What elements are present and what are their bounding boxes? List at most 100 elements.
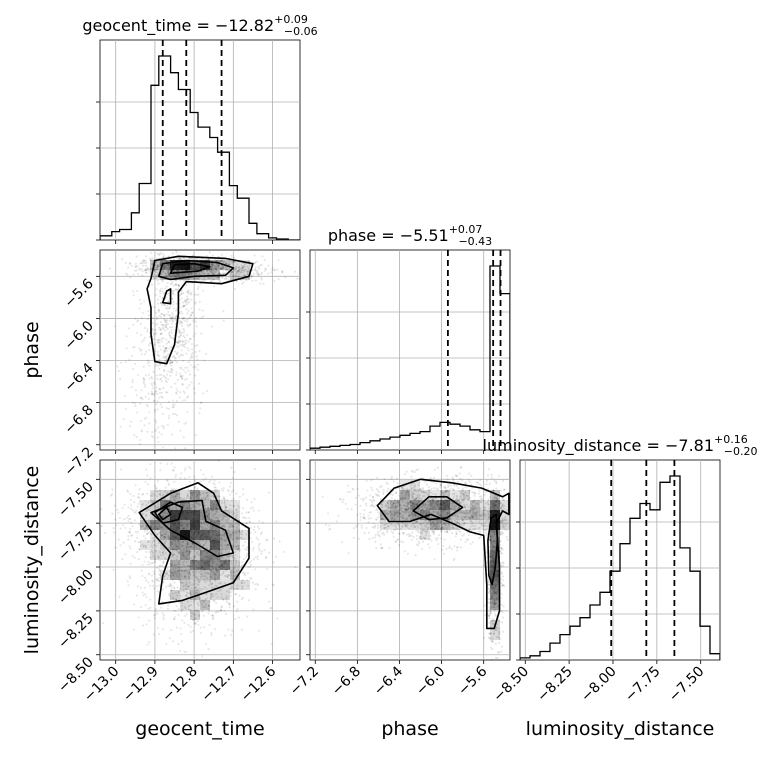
- sample-point: [170, 571, 173, 574]
- sample-point: [213, 577, 216, 580]
- sample-point: [169, 370, 172, 374]
- sample-point: [150, 525, 153, 529]
- sample-point: [235, 513, 238, 517]
- sample-point: [161, 562, 165, 565]
- sample-point: [187, 361, 190, 364]
- sample-point: [207, 612, 210, 615]
- sample-point: [175, 269, 178, 272]
- sample-point: [296, 277, 299, 280]
- sample-point: [185, 583, 188, 586]
- sample-point: [160, 373, 163, 376]
- sample-point: [210, 504, 213, 507]
- sample-point: [163, 520, 166, 523]
- sample-point: [174, 413, 177, 416]
- sample-point: [169, 374, 172, 377]
- sample-point: [171, 317, 174, 320]
- sample-point: [196, 588, 199, 591]
- sample-point: [190, 313, 193, 316]
- sample-point: [194, 501, 197, 504]
- sample-point: [179, 320, 182, 323]
- sample-point: [175, 345, 178, 348]
- sample-point: [150, 283, 154, 286]
- sample-point: [111, 488, 114, 491]
- sample-point: [251, 279, 254, 282]
- sample-point: [182, 498, 185, 501]
- sample-point: [212, 561, 215, 564]
- sample-point: [164, 379, 167, 382]
- sample-point: [198, 614, 201, 617]
- sample-point: [225, 598, 228, 601]
- sample-point: [184, 565, 187, 568]
- sample-point: [181, 321, 184, 324]
- sample-point: [146, 268, 150, 271]
- sample-point: [148, 641, 151, 644]
- sample-point: [157, 577, 160, 580]
- sample-point: [147, 314, 150, 317]
- sample-point: [457, 486, 460, 490]
- sample-point: [548, 537, 550, 539]
- sample-point: [176, 550, 179, 553]
- sample-point: [151, 494, 154, 497]
- sample-point: [185, 284, 188, 287]
- sample-point: [230, 490, 233, 493]
- sample-point: [179, 563, 182, 566]
- sample-point: [162, 345, 165, 348]
- sample-point: [198, 502, 201, 505]
- sample-point: [250, 501, 253, 504]
- sample-point: [155, 268, 158, 271]
- sample-point: [149, 258, 152, 261]
- sample-point: [231, 577, 234, 580]
- sample-point: [170, 589, 173, 592]
- sample-point: [212, 555, 215, 558]
- sample-point: [177, 273, 180, 276]
- sample-point: [208, 584, 211, 587]
- sample-point: [151, 500, 154, 503]
- sample-point: [186, 396, 189, 399]
- sample-point: [212, 503, 215, 506]
- sample-point: [187, 325, 190, 328]
- sample-point: [100, 508, 103, 511]
- sample-point: [151, 551, 154, 554]
- sample-point: [160, 272, 163, 276]
- sample-point: [218, 520, 221, 523]
- sample-point: [243, 516, 246, 519]
- sample-point: [208, 508, 211, 511]
- sample-point: [190, 293, 193, 296]
- sample-point: [217, 276, 221, 279]
- sample-point: [149, 519, 152, 522]
- sample-point: [177, 575, 180, 579]
- sample-point: [232, 504, 236, 507]
- sample-point: [177, 285, 180, 288]
- sample-point: [162, 268, 165, 271]
- sample-point: [174, 315, 177, 318]
- sample-point: [157, 556, 160, 559]
- sample-point: [178, 341, 181, 344]
- sample-point: [243, 265, 247, 268]
- sample-point: [220, 267, 223, 270]
- sample-point: [168, 570, 171, 573]
- sample-point: [185, 613, 188, 616]
- sample-point: [210, 266, 213, 269]
- sample-point: [327, 512, 330, 515]
- sample-point: [173, 609, 176, 612]
- sample-point: [359, 504, 362, 507]
- sample-point: [193, 486, 196, 489]
- sample-point: [196, 293, 199, 296]
- sample-point: [187, 465, 190, 468]
- sample-point: [183, 391, 186, 395]
- sample-point: [187, 369, 190, 372]
- sample-point: [231, 260, 234, 263]
- sample-point: [143, 261, 146, 264]
- sample-point: [237, 275, 240, 278]
- sample-point: [153, 614, 156, 617]
- sample-point: [203, 578, 206, 581]
- sample-point: [153, 269, 156, 272]
- sample-point: [132, 494, 135, 498]
- sample-point: [196, 502, 199, 505]
- sample-point: [355, 474, 358, 478]
- sample-point: [146, 529, 149, 532]
- sample-point: [227, 263, 230, 266]
- sample-point: [356, 487, 359, 490]
- sample-point: [230, 466, 233, 469]
- sample-point: [133, 511, 136, 514]
